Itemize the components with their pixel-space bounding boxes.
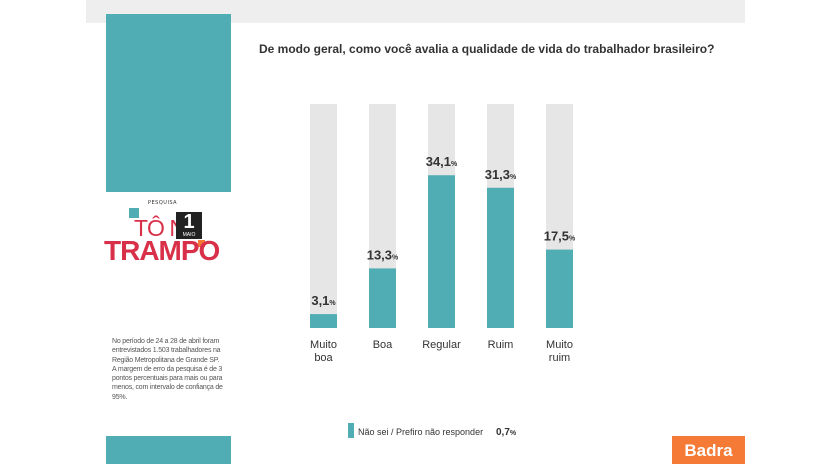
- legend-value-number: 0,7: [496, 427, 510, 438]
- logo-badge-number: 1: [183, 211, 195, 233]
- survey-logo: PESQUISA TÔ NO 1 MAIO TRAMPO: [104, 200, 220, 280]
- bar: [487, 187, 514, 328]
- category-label: Ruim: [488, 339, 514, 351]
- brand-logo: Badra: [672, 436, 745, 464]
- chart-title: De modo geral, como você avalia a qualid…: [259, 42, 715, 56]
- top-bar: [86, 0, 745, 23]
- side-accent-block-top: [106, 14, 231, 192]
- bar: [369, 268, 396, 328]
- legend-label: Não sei / Prefiro não responder: [358, 427, 484, 437]
- category-label: Regular: [422, 339, 461, 351]
- category-label: Boa: [373, 339, 393, 351]
- data-label: 31,3%: [485, 167, 517, 182]
- logo-date-badge: 1 MAIO: [176, 212, 202, 239]
- bar-track: [310, 104, 337, 328]
- legend-value: 0,7%: [496, 427, 516, 438]
- logo-orange-square: [198, 240, 205, 247]
- logo-badge-month: MAIO: [182, 232, 196, 238]
- legend-swatch: [348, 423, 354, 438]
- data-label: 34,1%: [426, 154, 458, 169]
- side-accent-block-bottom: [106, 436, 231, 464]
- bar: [546, 249, 573, 328]
- bar: [428, 175, 455, 328]
- legend-value-unit: %: [509, 430, 517, 437]
- category-label: Muito ruim: [546, 339, 573, 364]
- logo-line2: TRAMPO: [104, 235, 220, 266]
- logo-teal-square: [129, 208, 139, 218]
- data-label: 17,5%: [544, 229, 576, 244]
- methodology-note: No período de 24 a 28 de abril foram ent…: [112, 338, 223, 401]
- bar: [310, 314, 337, 328]
- data-label: 13,3%: [367, 247, 399, 262]
- logo-pesquisa: PESQUISA: [148, 200, 178, 206]
- category-label: Muito boa: [310, 339, 337, 364]
- data-label: 3,1%: [311, 293, 336, 308]
